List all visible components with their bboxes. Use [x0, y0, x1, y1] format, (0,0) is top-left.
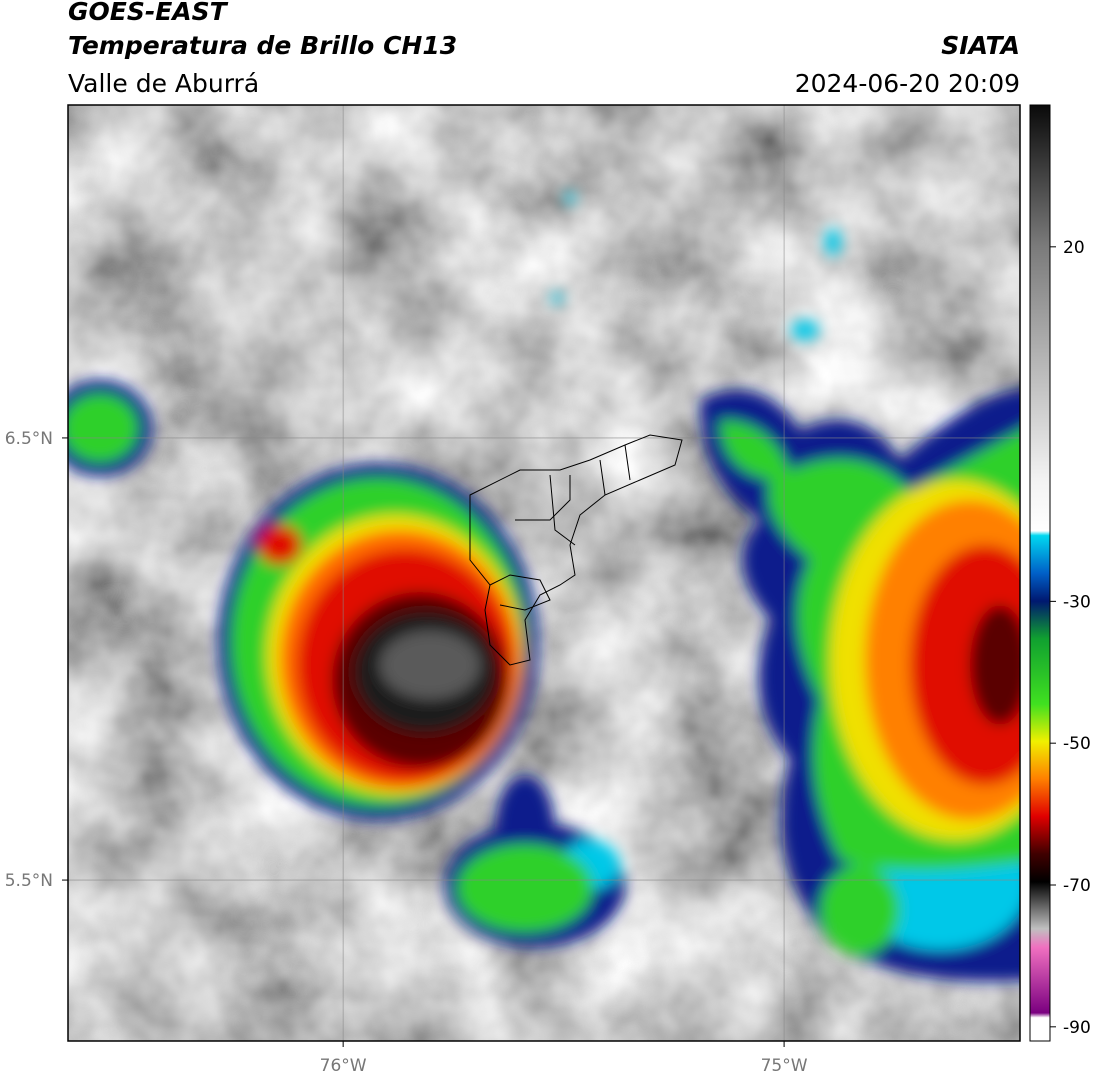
x-tick-label: 75°W — [761, 1056, 808, 1076]
colorbar-tick-label: 20 — [1063, 238, 1085, 258]
timestamp: 2024-06-20 20:09 — [795, 69, 1020, 98]
satellite-image — [68, 105, 1020, 1041]
x-tick-label: 76°W — [320, 1056, 367, 1076]
colorbar — [1029, 104, 1051, 1042]
y-tick-label: 5.5°N — [5, 871, 53, 891]
y-tick-label: 6.5°N — [5, 429, 53, 449]
graticule — [68, 105, 1020, 1041]
colorbar-tick-label: -90 — [1063, 1018, 1091, 1038]
colorbar-tick-label: -70 — [1063, 876, 1091, 896]
agency: SIATA — [941, 31, 1020, 60]
satellite: GOES-EAST — [68, 0, 229, 26]
region: Valle de Aburrá — [68, 69, 259, 98]
colorbar-tick-label: -30 — [1063, 592, 1091, 612]
municipal-boundaries — [469, 434, 683, 666]
product: Temperatura de Brillo CH13 — [68, 31, 457, 60]
colorbar-tick-label: -50 — [1063, 734, 1091, 754]
map-frame — [67, 104, 1021, 1042]
